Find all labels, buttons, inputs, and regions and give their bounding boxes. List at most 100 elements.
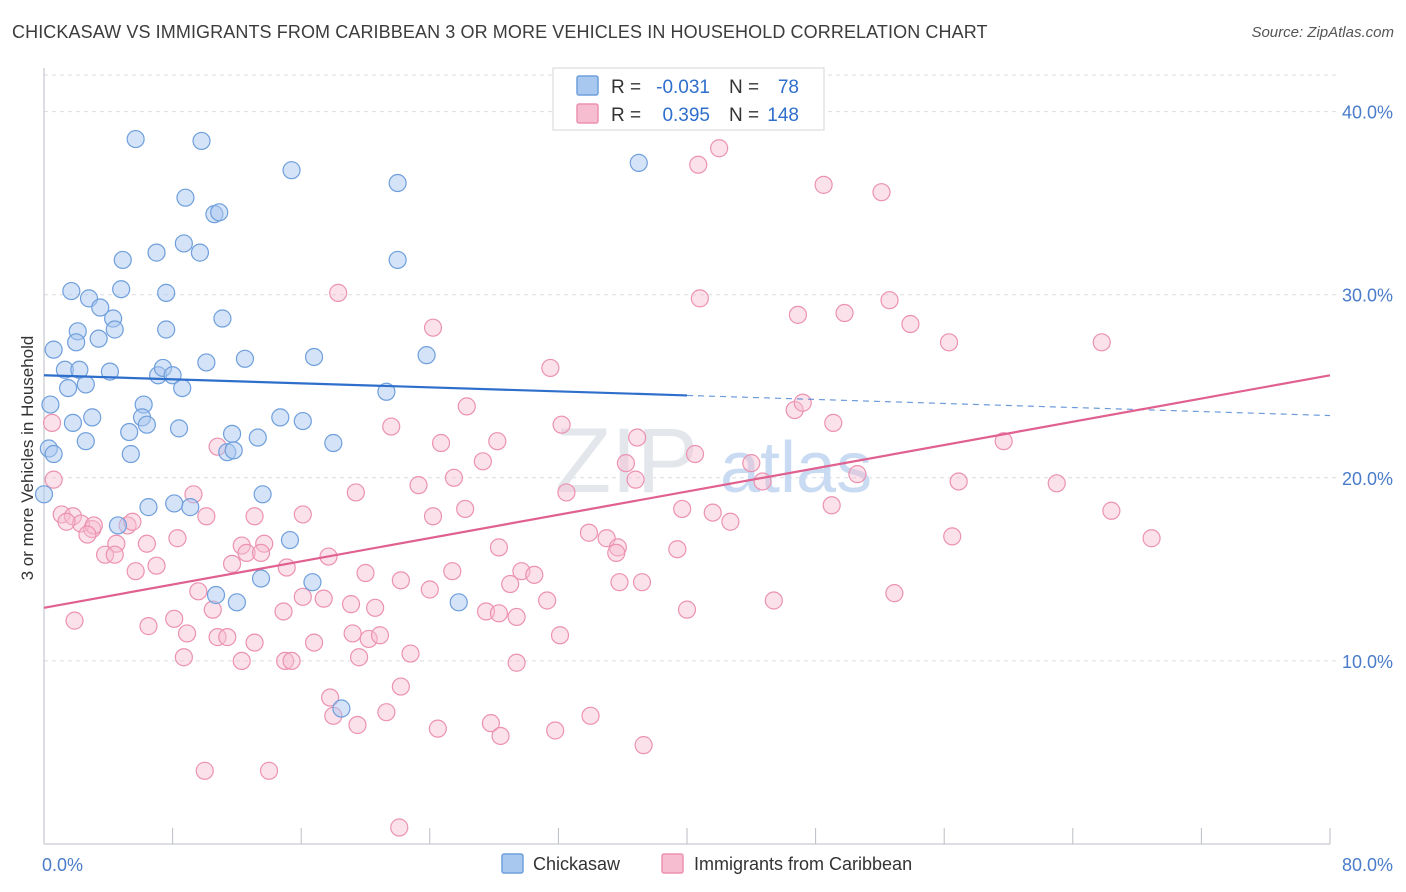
- legend-swatch-caribbean: [661, 853, 684, 874]
- caribbean-point: [456, 499, 475, 519]
- chickasaw-point: [76, 375, 95, 394]
- series-legend: Chickasaw Immigrants from Caribbean: [501, 853, 912, 874]
- caribbean-point: [788, 305, 808, 324]
- chickasaw-point: [76, 432, 95, 451]
- caribbean-point: [329, 283, 348, 302]
- caribbean-point: [276, 651, 295, 671]
- caribbean-point: [382, 417, 401, 436]
- caribbean-point: [348, 715, 367, 735]
- chickasaw-point: [174, 234, 193, 253]
- caribbean-point: [610, 573, 629, 592]
- caribbean-point: [208, 628, 227, 647]
- caribbean-point: [57, 512, 76, 531]
- chickasaw-point: [89, 329, 108, 348]
- caribbean-point: [473, 452, 492, 471]
- legend-label-chickasaw: Chickasaw: [533, 854, 621, 874]
- caribbean-trend-line: [43, 374, 1331, 609]
- chickasaw-point: [304, 347, 324, 367]
- caribbean-point: [349, 648, 369, 667]
- caribbean-point: [628, 428, 647, 447]
- caribbean-point: [423, 507, 443, 526]
- caribbean-point: [359, 629, 378, 649]
- caribbean-point: [84, 516, 103, 535]
- caribbean-point: [293, 587, 312, 606]
- stats-r-value-2: 0.395: [662, 105, 710, 126]
- chickasaw-point: [222, 424, 242, 443]
- caribbean-point: [546, 721, 565, 740]
- chickasaw-point: [192, 131, 211, 151]
- caribbean-point: [489, 538, 509, 557]
- caribbean-point: [507, 653, 526, 672]
- caribbean-point: [346, 483, 365, 502]
- caribbean-point: [939, 333, 959, 352]
- caribbean-point: [457, 397, 476, 416]
- tick-labels: 10.0% 20.0% 30.0% 40.0% 0.0% 80.0%: [42, 103, 1393, 875]
- caribbean-point: [137, 534, 156, 553]
- chickasaw-point: [44, 444, 63, 464]
- caribbean-point: [245, 633, 264, 652]
- y-tick-label: 40.0%: [1342, 103, 1393, 123]
- caribbean-point: [282, 651, 301, 671]
- stats-n-value-2: 148: [767, 105, 799, 126]
- y-axis-label: 3 or more Vehicles in Household: [18, 336, 37, 581]
- watermark: ZIP atlas: [555, 410, 872, 512]
- y-tick-label: 20.0%: [1342, 469, 1393, 489]
- caribbean-point: [147, 556, 166, 575]
- caribbean-point: [710, 139, 729, 158]
- caribbean-point: [44, 470, 63, 489]
- x-tick-label: 80.0%: [1342, 855, 1393, 875]
- caribbean-point: [1142, 529, 1161, 548]
- stats-swatch-caribbean: [576, 103, 599, 124]
- caribbean-point: [501, 574, 520, 594]
- series-caribbean-points: [42, 139, 1161, 837]
- caribbean-point: [507, 607, 526, 627]
- legend-swatch-chickasaw: [501, 853, 524, 874]
- chickasaw-point: [235, 349, 255, 368]
- chickasaw-point: [41, 395, 60, 414]
- stats-n-label-1: N =: [729, 77, 759, 98]
- chickasaw-point: [105, 320, 124, 339]
- chickasaw-point: [63, 413, 83, 432]
- chickasaw-point: [120, 422, 139, 442]
- caribbean-point: [65, 611, 84, 630]
- chickasaw-point: [271, 408, 290, 427]
- caribbean-point: [391, 571, 410, 590]
- caribbean-point: [274, 602, 293, 621]
- caribbean-point: [703, 503, 722, 522]
- chickasaw-point: [113, 250, 132, 270]
- chickasaw-point: [108, 516, 128, 535]
- caribbean-point: [753, 472, 772, 491]
- chickasaw-point: [324, 433, 343, 453]
- caribbean-point: [742, 454, 761, 473]
- chickasaw-point: [253, 485, 272, 504]
- stats-swatch-chickasaw: [576, 75, 599, 96]
- caribbean-point: [377, 703, 396, 722]
- caribbean-point: [848, 465, 867, 484]
- caribbean-point: [428, 719, 447, 738]
- caribbean-point: [139, 617, 158, 636]
- caribbean-point: [232, 651, 251, 671]
- caribbean-point: [197, 507, 216, 526]
- caribbean-point: [626, 470, 645, 489]
- caribbean-point: [835, 303, 854, 323]
- chickasaw-point: [44, 340, 63, 359]
- watermark-zip: ZIP: [555, 410, 698, 512]
- legend-label-caribbean: Immigrants from Caribbean: [694, 854, 912, 874]
- caribbean-point: [690, 289, 709, 308]
- chickasaw-point: [303, 573, 322, 592]
- caribbean-point: [218, 628, 237, 647]
- caribbean-point: [314, 589, 333, 608]
- series-chickasaw-points: [34, 129, 648, 718]
- chickasaw-point: [137, 415, 156, 434]
- caribbean-point: [78, 525, 97, 544]
- caribbean-point: [616, 454, 636, 473]
- stats-legend: R = -0.031 N = 78 R = 0.395 N = 148: [552, 67, 825, 131]
- chart-title: CHICKASAW VS IMMIGRANTS FROM CARIBBEAN 3…: [12, 22, 988, 42]
- chickasaw-point: [67, 333, 86, 352]
- chickasaw-point: [83, 408, 102, 427]
- caribbean-point: [321, 688, 340, 707]
- chickasaw-point: [206, 585, 226, 605]
- caribbean-point: [668, 540, 687, 559]
- caribbean-point: [444, 468, 464, 487]
